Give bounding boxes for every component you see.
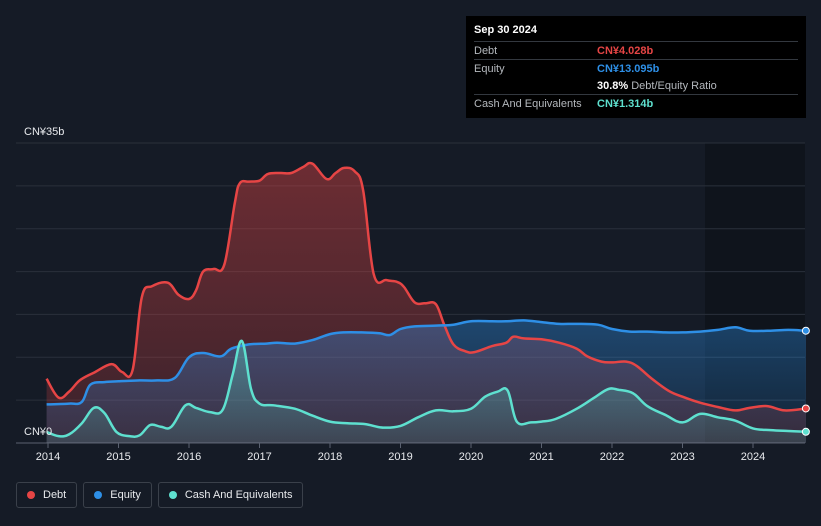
tooltip-equity-value: CN¥13.095b <box>597 62 660 75</box>
legend-equity-label: Equity <box>110 489 141 501</box>
tooltip-ratio-value: 30.8% <box>597 79 629 92</box>
legend-item-cash[interactable]: Cash And Equivalents <box>157 482 304 508</box>
tooltip-cash-value: CN¥1.314b <box>597 97 654 110</box>
series-lines <box>45 161 807 438</box>
tooltip-date: Sep 30 2024 <box>474 24 537 36</box>
x-tick-label: 2024 <box>741 451 765 463</box>
debt-dot-icon <box>27 491 35 499</box>
legend-item-debt[interactable]: Debt <box>16 482 78 508</box>
tooltip-cash-row: Cash And Equivalents CN¥1.314b <box>474 94 798 112</box>
data-tooltip: Sep 30 2024 Debt CN¥4.028b Equity CN¥13.… <box>466 16 806 118</box>
x-tick-label: 2016 <box>177 451 201 463</box>
tooltip-debt-value: CN¥4.028b <box>597 44 654 57</box>
tooltip-equity-label: Equity <box>474 62 505 75</box>
x-tick-label: 2018 <box>318 451 342 463</box>
debt-endpoint <box>801 404 810 413</box>
x-tick-label: 2021 <box>529 451 553 463</box>
debt-line <box>45 161 807 412</box>
tooltip-ratio-row: 30.8% Debt/Equity Ratio <box>474 77 798 94</box>
tooltip-debt-label: Debt <box>474 44 498 57</box>
x-tick-label: 2017 <box>247 451 271 463</box>
cash-dot-icon <box>168 491 177 499</box>
x-tick-label: 2022 <box>600 451 624 463</box>
y-axis-top-label: CN¥35b <box>24 126 64 138</box>
tooltip-cash-label: Cash And Equivalents <box>474 97 582 110</box>
x-tick-label: 2014 <box>36 451 60 463</box>
legend-item-equity[interactable]: Equity <box>83 482 152 508</box>
chart-legend: Debt Equity Cash And Equivalents <box>16 482 304 508</box>
equity-endpoint <box>801 326 810 335</box>
x-tick-label: 2015 <box>106 451 130 463</box>
series-endpoints <box>801 326 810 436</box>
legend-cash-label: Cash And Equivalents <box>184 489 293 501</box>
x-tick-label: 2023 <box>670 451 694 463</box>
cash-endpoint <box>801 427 810 436</box>
cash-area <box>46 340 806 443</box>
y-axis-zero-label: CN¥0 <box>24 426 52 438</box>
equity-line <box>46 319 806 406</box>
x-axis-ticks: 2014 2015 2016 2017 2018 2019 2020 2021 2022 2023… <box>36 443 765 463</box>
legend-debt-label: Debt <box>43 489 67 501</box>
tooltip-equity-row: Equity CN¥13.095b <box>474 59 798 77</box>
tooltip-ratio-label: Debt/Equity Ratio <box>631 79 717 92</box>
cash-line <box>46 339 806 438</box>
x-tick-label: 2019 <box>388 451 412 463</box>
tooltip-debt-row: Debt CN¥4.028b <box>474 41 798 59</box>
x-tick-label: 2020 <box>459 451 483 463</box>
equity-dot-icon <box>94 491 103 499</box>
